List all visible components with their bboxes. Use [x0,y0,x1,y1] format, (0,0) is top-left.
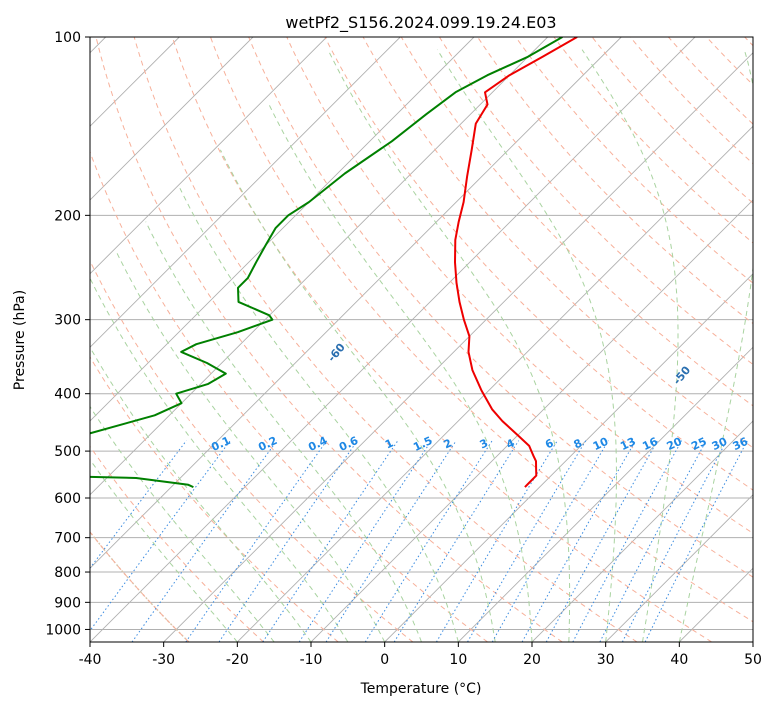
y-tick-label: 500 [54,444,81,460]
mixing-ratio-line [644,440,748,642]
x-tick-label: -10 [300,652,323,668]
y-axis-label: Pressure (hPa) [12,290,28,390]
mixing-ratio-line [131,440,278,642]
dry-adiabat-line [400,37,753,407]
y-axis: 100 200 300 400 500 600 700 800 900 1000 [45,30,90,638]
mixing-ratio-label: 10 [591,435,611,453]
x-tick-label: -30 [152,652,175,668]
mixing-ratio-label: 36 [731,435,751,453]
mixing-ratio-line [545,440,659,642]
plot-frame [89,36,754,643]
moist-adiabat-line [268,104,533,642]
moist-adiabat-line [145,221,422,642]
mixing-ratio-line [572,440,683,642]
x-axis: -40 -30 -20 -10 0 10 20 30 40 50 [79,642,762,668]
x-tick-label: 30 [597,652,615,668]
moist-adiabat-line [115,251,386,642]
isotherm-line [90,37,622,569]
dry-adiabat-line [95,37,563,642]
dry-adiabat-line [248,37,753,578]
mixing-ratio-lines [90,440,748,642]
x-tick-label: -40 [79,652,102,668]
sounding-line [90,37,563,489]
isotherm-line [236,125,753,642]
dry-adiabat-line [90,531,190,642]
isotherm-line [90,37,254,201]
sounding-line [454,37,578,488]
isotherm-line [163,52,753,642]
mixing-ratio-line [185,440,328,642]
mixing-ratio-line [393,440,520,642]
y-tick-label: 100 [54,30,81,46]
mixing-ratio-label: 20 [665,435,685,453]
x-tick-label: 50 [744,652,762,668]
mixing-ratio-line [90,440,231,632]
dry-adiabat-line [438,37,753,366]
sounding-series [90,37,578,489]
x-tick-label: 20 [523,652,541,668]
mixing-ratio-line [491,440,609,642]
x-axis-label: Temperature (°C) [360,681,482,697]
x-tick-label: -20 [226,652,249,668]
isotherm-line [90,37,401,348]
y-tick-label: 800 [54,565,81,581]
isotherm-line [531,420,753,642]
moist-adiabat-line [179,187,459,642]
mixing-ratio-label: 13 [618,435,637,453]
y-tick-label: 200 [54,208,81,224]
isotherm-line [605,494,753,642]
moist-adiabat-line [678,49,753,642]
mixing-ratio-label: 16 [640,435,660,453]
mixing-ratio-line [435,440,558,642]
moist-adiabat-lines [90,49,753,642]
mixing-ratio-line [364,440,493,642]
mixing-ratio-line [521,440,637,642]
mixing-ratio-line [262,440,399,642]
y-tick-label: 900 [54,595,81,611]
dry-adiabat-line [133,37,638,642]
dry-adiabat-line [324,37,753,491]
moist-adiabat-line [90,458,238,642]
isotherm-line [457,346,753,642]
y-tick-label: 400 [54,387,81,403]
moist-adiabat-line [219,149,496,642]
y-tick-label: 300 [54,313,81,329]
isotherm-line [90,37,549,496]
isotherm-line [90,37,328,275]
y-tick-label: 700 [54,531,81,547]
isobar-lines [90,37,753,630]
dry-adiabat-line [90,259,414,642]
moist-adiabat-line [90,346,312,642]
y-tick-label: 1000 [45,622,81,638]
mixing-ratio-line [298,440,432,642]
mixing-ratio-line [325,440,457,642]
mixing-ratio-label: 25 [689,435,708,453]
moist-adiabat-line [581,49,679,642]
y-tick-label: 600 [54,491,81,507]
mixing-ratio-label: 30 [710,435,730,453]
dry-adiabat-line [171,37,712,642]
plot-area: 0.10.20.40.611.52346810131620253036-100-… [90,37,753,642]
isotherm-line [90,37,475,422]
mixing-ratio-line [467,440,587,642]
moist-adiabat-line [90,277,349,642]
moist-adiabat-line [436,49,617,642]
isotherm-line [384,273,753,642]
x-tick-label: 0 [380,652,389,668]
dry-adiabat-line [362,37,753,449]
x-tick-label: 10 [449,652,467,668]
moist-adiabat-line [327,49,571,642]
moist-adiabat-line [90,405,275,642]
x-tick-label: 40 [670,652,688,668]
chart-title: wetPf2_S156.2024.099.19.24.E03 [285,13,556,33]
